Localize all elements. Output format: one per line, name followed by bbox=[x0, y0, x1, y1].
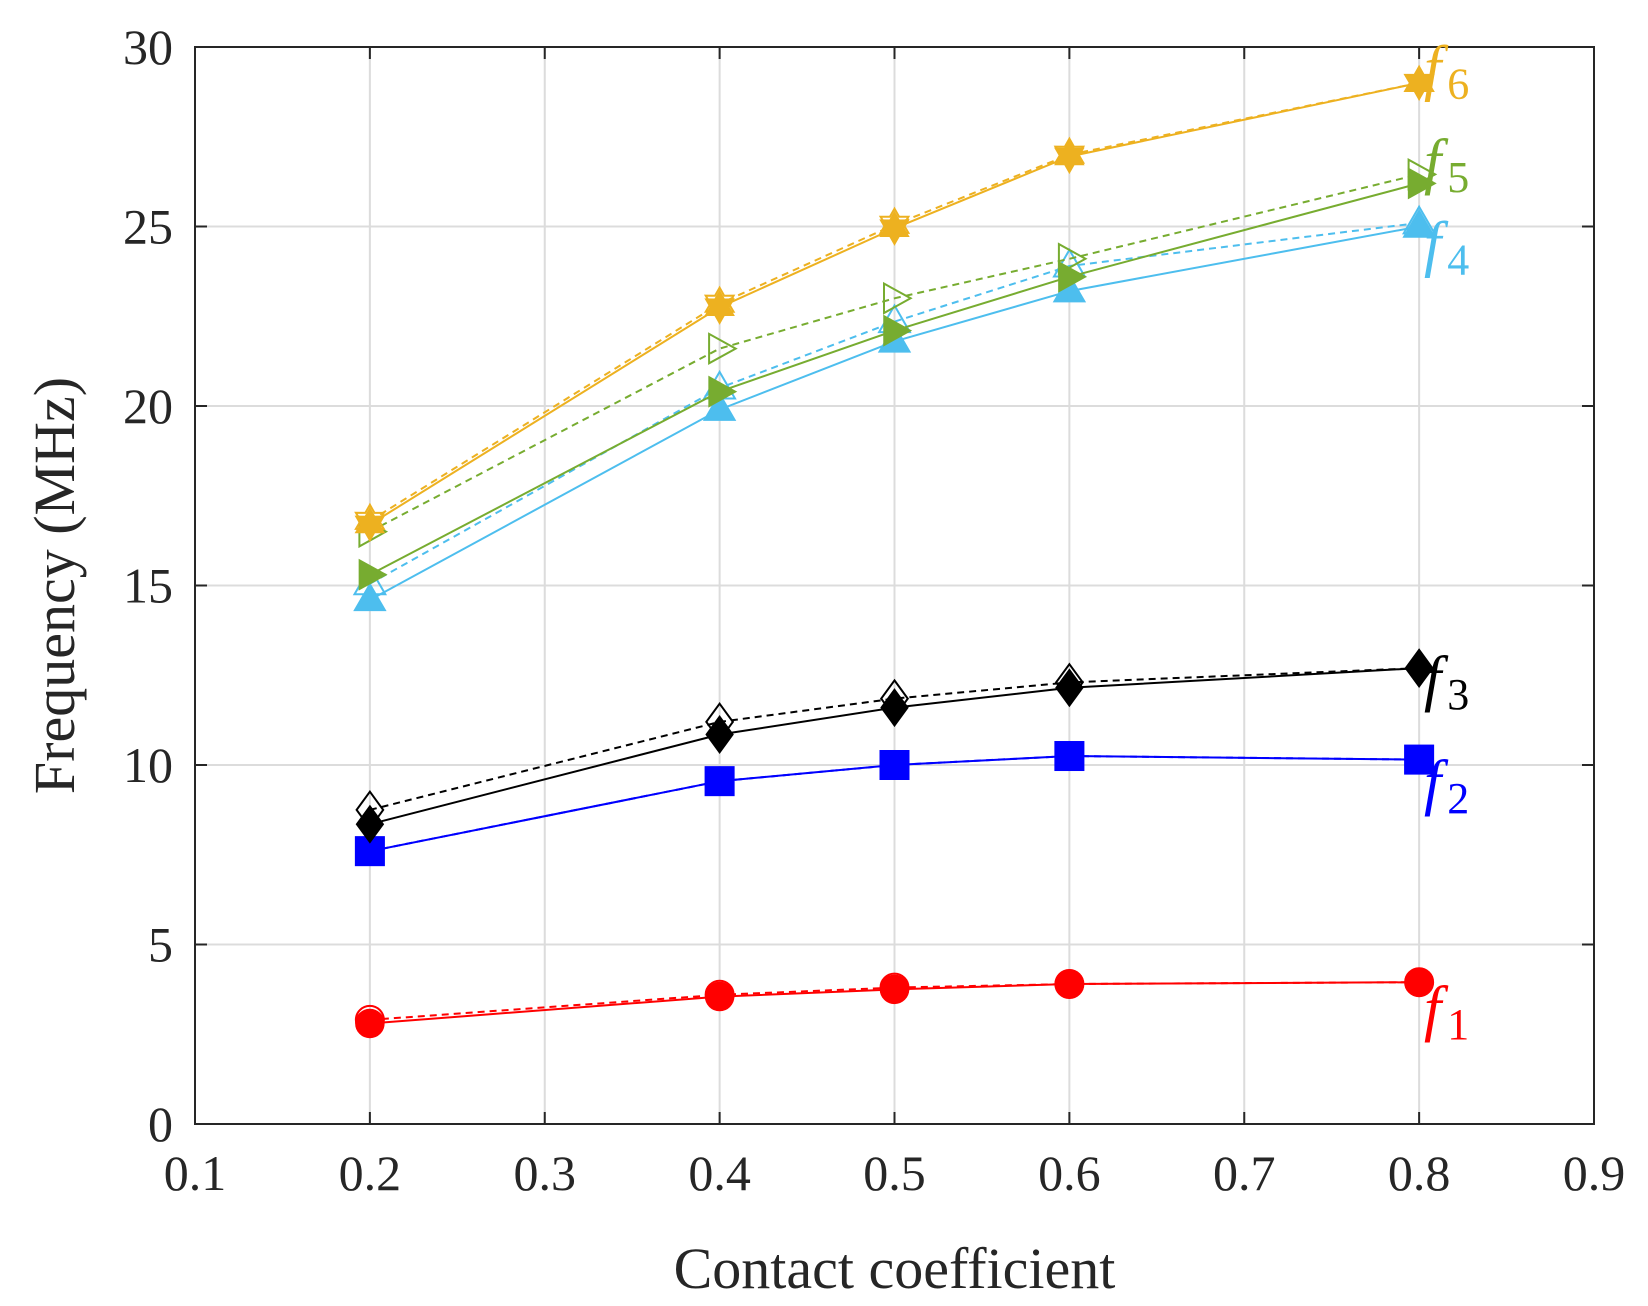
series-f6 bbox=[354, 64, 1435, 543]
series-f1-filled-marker bbox=[1404, 967, 1434, 997]
x-tick-label: 0.8 bbox=[1388, 1145, 1451, 1201]
x-tick-label: 0.2 bbox=[339, 1145, 402, 1201]
series-f5-hollow-marker bbox=[883, 281, 913, 315]
x-tick-label: 0.6 bbox=[1038, 1145, 1101, 1201]
y-axis-label: Frequency (MHz) bbox=[22, 377, 87, 794]
series-f3-filled-marker bbox=[1404, 648, 1434, 688]
y-tick-label: 0 bbox=[148, 1096, 173, 1152]
series-f1-filled-marker bbox=[704, 981, 735, 1012]
series-f5-filled-marker bbox=[883, 314, 913, 347]
x-tick-label: 0.9 bbox=[1563, 1145, 1626, 1201]
series-f2-filled-marker bbox=[1404, 744, 1434, 775]
series-f2 bbox=[354, 741, 1435, 867]
series-f1-filled-marker bbox=[355, 1008, 385, 1039]
series-f5-hollow-marker bbox=[708, 332, 738, 365]
series-f3-filled-marker bbox=[705, 715, 734, 754]
series-f3-filled-marker bbox=[355, 804, 385, 844]
series-f5 bbox=[358, 158, 1438, 591]
series-label-subscript: 2 bbox=[1447, 774, 1469, 823]
series-f6-filled-marker bbox=[704, 289, 735, 325]
series-f2-filled-marker bbox=[879, 750, 910, 780]
series-f5-filled-marker bbox=[358, 558, 388, 591]
series-f5-hollow-marker bbox=[1057, 242, 1088, 276]
series-f3 bbox=[355, 648, 1434, 844]
series-f1 bbox=[354, 967, 1435, 1039]
series-f4-filled-marker bbox=[702, 392, 737, 421]
series-f3-filled-marker bbox=[1055, 668, 1084, 708]
series-f3-filled-marker bbox=[880, 688, 909, 728]
series-f6-filled-marker bbox=[354, 506, 386, 543]
x-tick-label: 0.3 bbox=[514, 1145, 577, 1201]
series-label-subscript: 1 bbox=[1447, 1000, 1469, 1049]
series-f5-filled-marker bbox=[1407, 167, 1437, 200]
x-tick-label: 0.4 bbox=[688, 1145, 751, 1201]
series-label-subscript: 4 bbox=[1447, 235, 1469, 284]
series-f5-filled-marker bbox=[1058, 260, 1088, 293]
x-tick-label: 0.5 bbox=[863, 1145, 926, 1201]
y-tick-label: 10 bbox=[123, 737, 173, 793]
x-tick-label: 0.7 bbox=[1213, 1145, 1276, 1201]
series-f1-filled-marker bbox=[1054, 969, 1085, 999]
y-tick-label: 15 bbox=[123, 558, 173, 614]
series-f2-filled-marker bbox=[1054, 741, 1085, 771]
series-f3-dashed-line bbox=[369, 667, 1420, 811]
series-label-subscript: 5 bbox=[1447, 153, 1469, 202]
series-layer bbox=[352, 64, 1438, 1039]
series-f6-filled-marker bbox=[879, 210, 910, 246]
grid-lines bbox=[194, 46, 1595, 1125]
x-tick-label: 0.1 bbox=[164, 1145, 227, 1201]
series-label-subscript: 6 bbox=[1447, 60, 1469, 109]
x-axis-label: Contact coefficient bbox=[674, 1236, 1116, 1301]
series-f5-filled-marker bbox=[708, 375, 738, 408]
y-tick-label: 30 bbox=[123, 19, 173, 75]
series-f1-filled-marker bbox=[879, 974, 910, 1005]
series-f6-filled-marker bbox=[1403, 65, 1435, 101]
y-tick-label: 20 bbox=[123, 378, 173, 434]
series-f4-filled-marker bbox=[353, 582, 387, 612]
series-f4-filled-marker bbox=[1402, 208, 1436, 238]
y-tick-label: 5 bbox=[148, 917, 173, 973]
series-f5-dashed-line bbox=[369, 173, 1420, 533]
series-f2-filled-marker bbox=[704, 766, 735, 796]
series-label-subscript: 3 bbox=[1447, 670, 1469, 719]
y-tick-label: 25 bbox=[123, 199, 173, 255]
series-f6-filled-marker bbox=[1054, 138, 1085, 175]
